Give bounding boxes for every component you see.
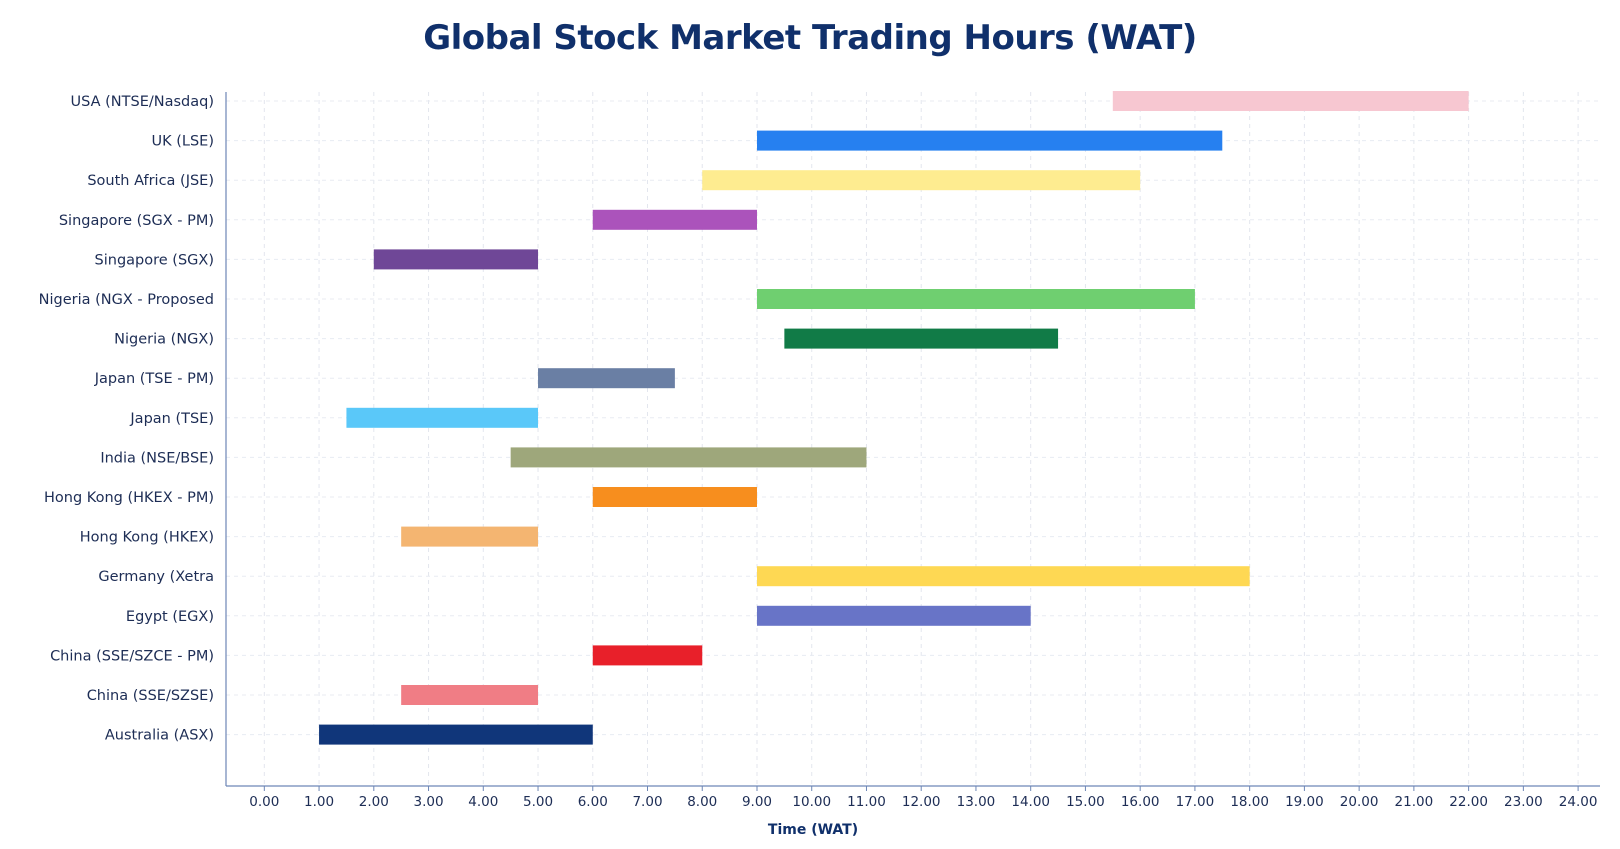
- category-label: China (SSE/SZSE): [87, 688, 214, 704]
- x-tick-label: 1.00: [304, 794, 334, 810]
- x-tick-label: 8.00: [687, 794, 717, 810]
- category-label: Nigeria (NGX - Proposed: [39, 292, 214, 308]
- x-tick-label: 21.00: [1395, 794, 1434, 810]
- range-bar: [373, 249, 539, 270]
- x-tick-label: 6.00: [578, 794, 608, 810]
- category-label: UK (LSE): [152, 134, 215, 150]
- category-label: Hong Kong (HKEX - PM): [44, 490, 214, 506]
- range-bar: [592, 209, 757, 230]
- x-tick-label: 9.00: [742, 794, 772, 810]
- category-label: China (SSE/SZCE - PM): [50, 648, 214, 664]
- x-tick-label: 22.00: [1449, 794, 1488, 810]
- x-tick-label: 20.00: [1340, 794, 1379, 810]
- axis-layer: [225, 92, 1600, 787]
- labels-layer: 0.00 1.00 2.00 3.00 4.00 5.00 6.00 7.00 8.00 9.00…: [39, 94, 1598, 810]
- range-bar: [702, 170, 1141, 191]
- range-bar: [784, 328, 1059, 349]
- category-label: India (NSE/BSE): [100, 450, 214, 466]
- grid-layer: [226, 92, 1600, 791]
- x-tick-label: 12.00: [902, 794, 941, 810]
- x-tick-label: 4.00: [468, 794, 498, 810]
- category-label: Egypt (EGX): [126, 609, 214, 625]
- x-tick-label: 13.00: [957, 794, 996, 810]
- category-label: Singapore (SGX - PM): [59, 213, 214, 229]
- category-label: Hong Kong (HKEX): [80, 530, 214, 546]
- x-axis-title: Time (WAT): [768, 822, 858, 838]
- x-tick-label: 10.00: [792, 794, 831, 810]
- range-bar: [756, 605, 1031, 626]
- x-tick-label: 7.00: [632, 794, 662, 810]
- x-tick-label: 0.00: [249, 794, 279, 810]
- x-tick-label: 18.00: [1230, 794, 1269, 810]
- range-bar: [401, 526, 539, 547]
- x-tick-label: 11.00: [847, 794, 886, 810]
- chart-title: Global Stock Market Trading Hours (WAT): [423, 18, 1197, 58]
- bars-layer: [319, 91, 1469, 745]
- category-label: Japan (TSE): [129, 411, 214, 427]
- range-bar: [756, 130, 1223, 151]
- category-label: Australia (ASX): [105, 728, 214, 744]
- category-label: South Africa (JSE): [87, 173, 214, 189]
- x-tick-label: 23.00: [1504, 794, 1543, 810]
- range-bar: [401, 685, 539, 705]
- range-bar: [756, 289, 1195, 309]
- range-bar: [1112, 91, 1469, 111]
- x-tick-label: 19.00: [1285, 794, 1324, 810]
- range-bar: [592, 487, 757, 507]
- category-label: USA (NTSE/Nasdaq): [71, 94, 214, 110]
- category-label: Nigeria (NGX): [114, 332, 214, 348]
- range-bar: [510, 447, 867, 468]
- x-tick-label: 14.00: [1011, 794, 1050, 810]
- x-tick-label: 2.00: [359, 794, 389, 810]
- x-tick-label: 5.00: [523, 794, 553, 810]
- category-label: Germany (Xetra: [98, 569, 214, 585]
- range-bar: [756, 566, 1250, 587]
- range-bar: [346, 407, 539, 428]
- range-bar: [592, 645, 703, 666]
- category-label: Japan (TSE - PM): [94, 371, 214, 387]
- x-tick-label: 17.00: [1176, 794, 1215, 810]
- x-tick-label: 16.00: [1121, 794, 1160, 810]
- range-bar: [319, 724, 593, 745]
- x-tick-label: 3.00: [414, 794, 444, 810]
- category-label: Singapore (SGX): [95, 252, 214, 268]
- range-bar: [538, 368, 675, 389]
- x-tick-label: 15.00: [1066, 794, 1105, 810]
- x-tick-label: 24.00: [1559, 794, 1598, 810]
